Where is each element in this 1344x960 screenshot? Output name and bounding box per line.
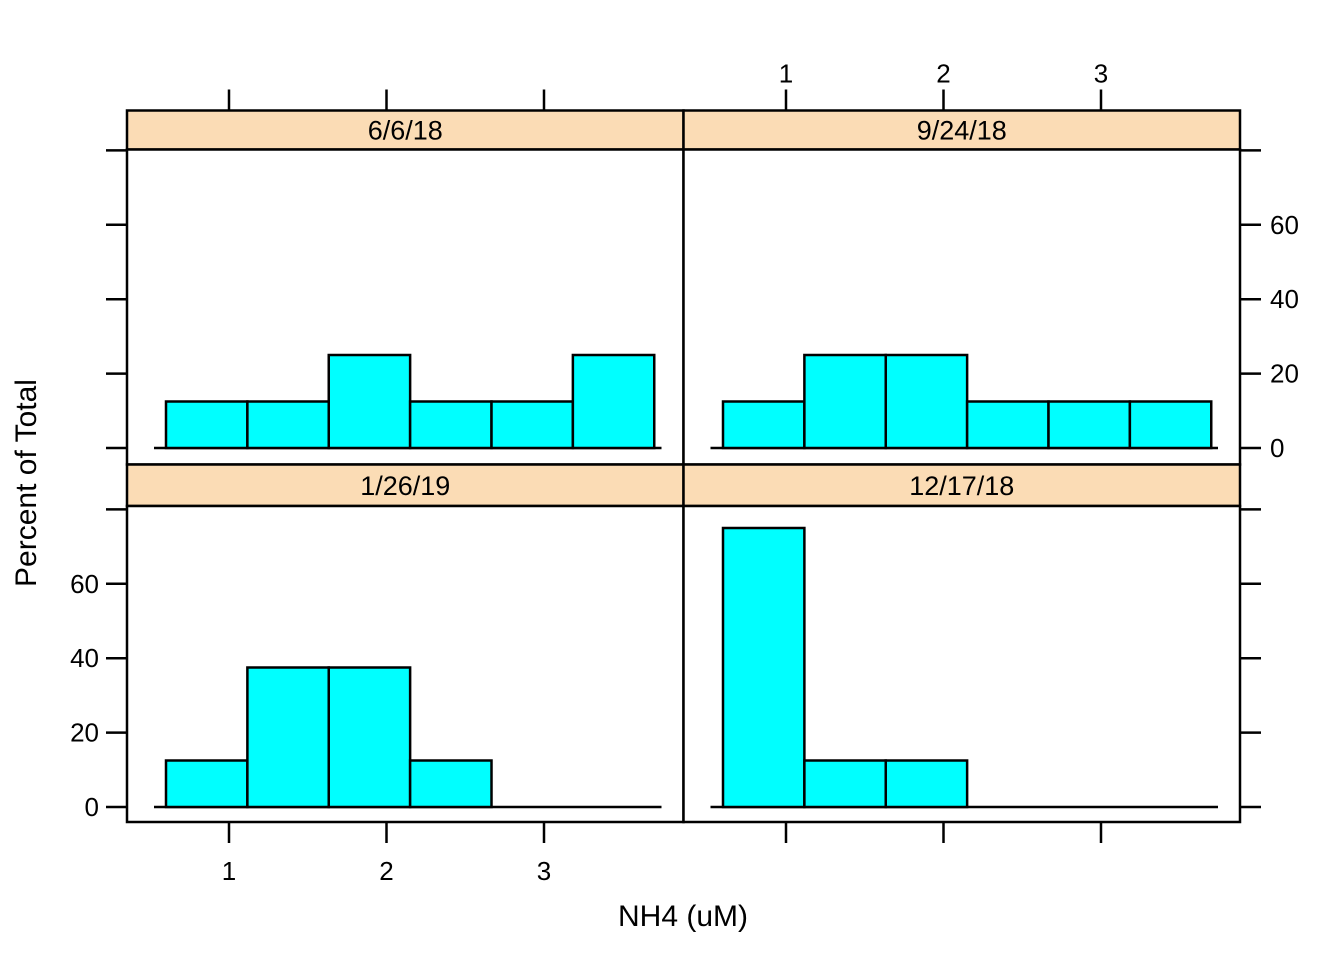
- y-tick-label: 40: [1270, 284, 1299, 314]
- histogram-bar: [721, 400, 806, 450]
- strip-label: 1/26/19: [360, 471, 450, 501]
- histogram-bar: [1128, 400, 1213, 450]
- strip-label: 6/6/18: [368, 116, 443, 146]
- strip-label: 12/17/18: [909, 471, 1014, 501]
- panel-strip: [125, 109, 685, 151]
- histogram-bar: [721, 526, 806, 809]
- x-tick-label: 3: [1094, 59, 1108, 89]
- histogram-bar: [164, 400, 249, 450]
- x-axis-title: NH4 (uM): [617, 900, 748, 933]
- histogram-bar: [884, 353, 969, 450]
- x-tick-label: 1: [779, 59, 793, 89]
- y-tick-label: 60: [1270, 210, 1299, 240]
- histogram-bar: [884, 759, 969, 809]
- strip-label: 9/24/18: [917, 116, 1007, 146]
- histogram-bar: [327, 353, 412, 450]
- histogram-bar: [408, 400, 493, 450]
- x-tick-label: 2: [936, 59, 950, 89]
- histogram-bar: [803, 353, 887, 450]
- y-tick-label: 40: [70, 643, 99, 673]
- y-tick-label: 20: [1270, 359, 1299, 389]
- x-tick-label: 1: [222, 856, 236, 886]
- y-tick-label: 60: [70, 569, 99, 599]
- histogram-bar: [246, 400, 330, 450]
- histogram-bar: [327, 666, 412, 809]
- histogram-bar: [965, 400, 1050, 450]
- histogram-bar: [1047, 400, 1132, 450]
- histogram-bar: [803, 759, 887, 809]
- x-tick-label: 2: [379, 856, 393, 886]
- histogram-bar: [164, 759, 249, 809]
- y-tick-label: 0: [85, 792, 99, 822]
- histogram-bar: [571, 353, 656, 450]
- y-axis-title: Percent of Total: [10, 379, 43, 587]
- y-tick-label: 0: [1270, 433, 1284, 463]
- y-tick-label: 20: [70, 718, 99, 748]
- x-tick-label: 3: [537, 856, 551, 886]
- histogram-bar: [490, 400, 575, 450]
- histogram-bar: [246, 666, 330, 809]
- panel-strip: [682, 463, 1242, 508]
- histogram-bar: [408, 759, 493, 809]
